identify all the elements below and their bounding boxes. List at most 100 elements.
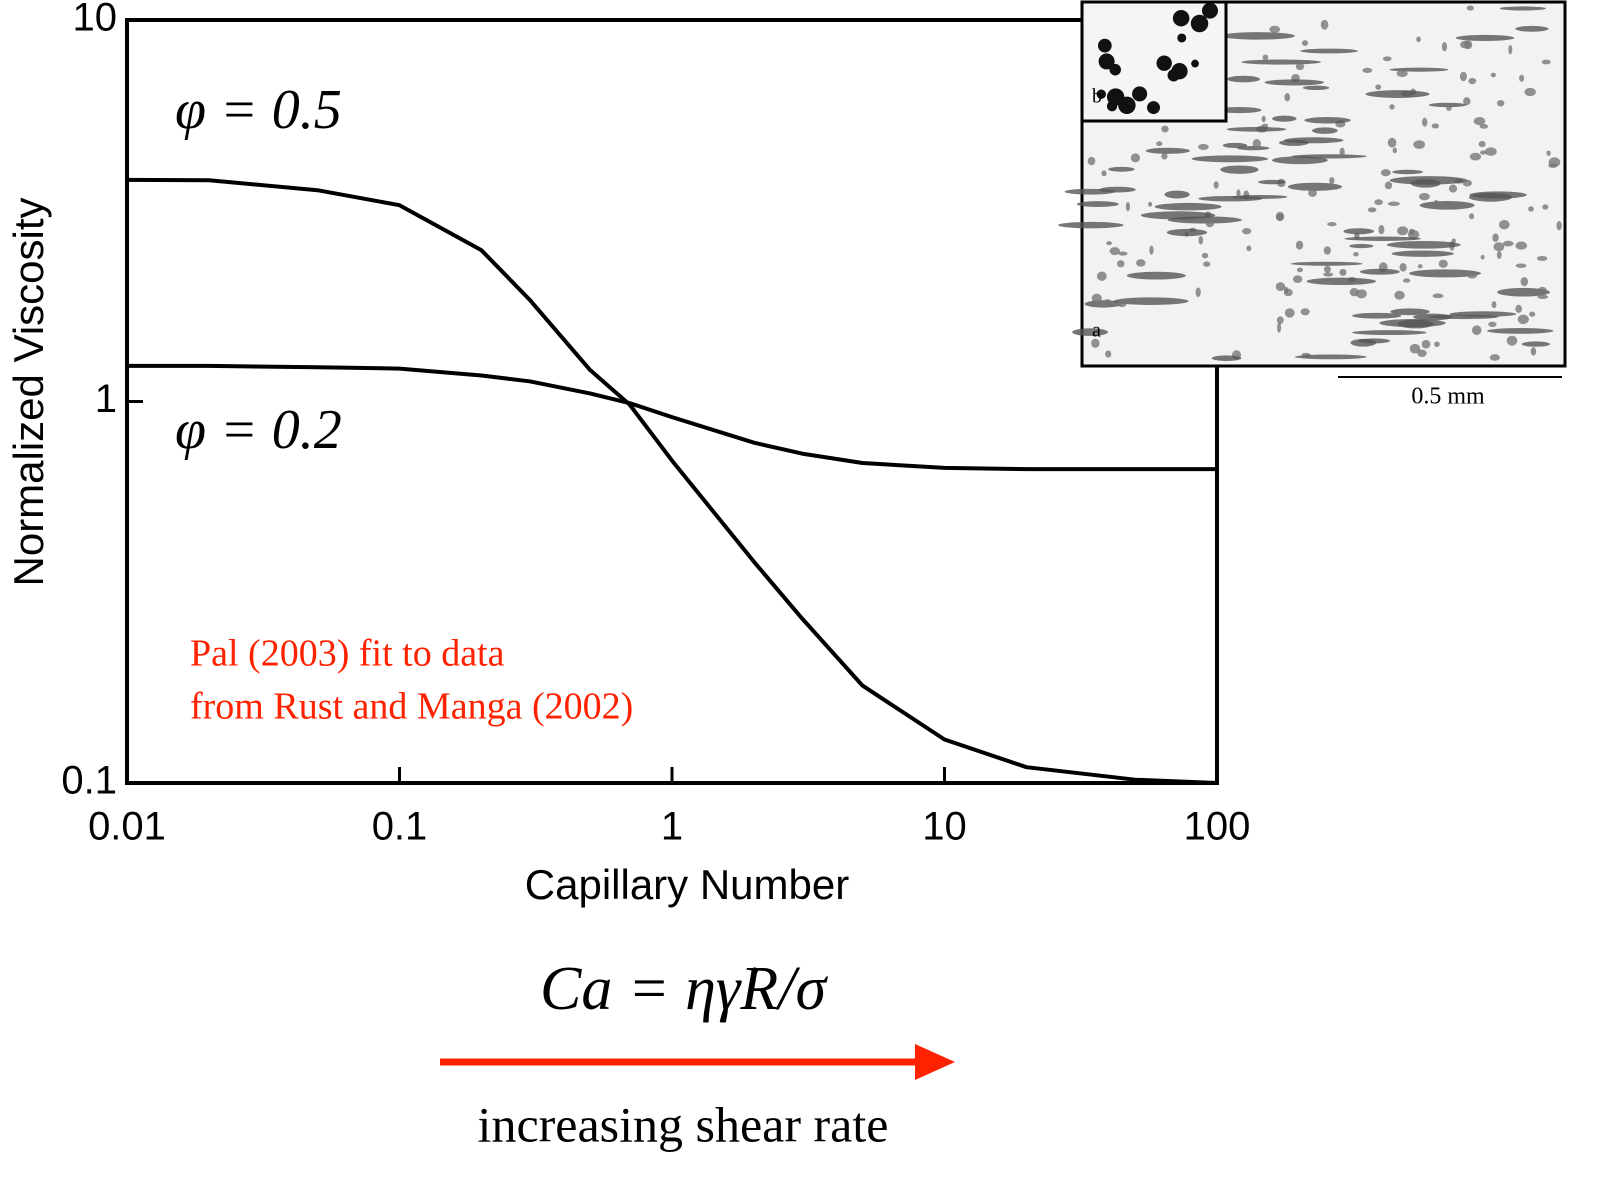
drop [1099, 53, 1115, 69]
drop [1168, 69, 1180, 81]
drop [1352, 313, 1401, 319]
drop [1236, 189, 1240, 197]
drop [1104, 299, 1112, 305]
inset-label: a [1092, 320, 1101, 342]
drop [1147, 101, 1160, 114]
drop [1353, 252, 1359, 256]
drop [1479, 141, 1486, 147]
drop [1349, 244, 1373, 248]
drop [1227, 76, 1260, 83]
drop [1161, 153, 1167, 160]
drop [1118, 251, 1127, 255]
equation: Ca = ηγ̇R/σ [540, 955, 828, 1023]
drop [1366, 90, 1430, 98]
inset-subimage [1082, 2, 1226, 121]
drop [1350, 288, 1359, 296]
drop [1206, 221, 1214, 228]
drop [1518, 315, 1529, 324]
drop [1297, 268, 1303, 273]
drop [1308, 189, 1317, 197]
drop [1397, 70, 1408, 77]
x-tick-label: 1 [661, 805, 683, 849]
drop [1499, 220, 1510, 229]
drop [1223, 143, 1247, 148]
drop [1508, 45, 1512, 54]
drop [1492, 234, 1498, 242]
drop [1392, 170, 1423, 174]
drop [1296, 63, 1304, 70]
drop [1269, 26, 1280, 33]
drop [1463, 97, 1470, 105]
drop [1556, 221, 1561, 230]
drop [1168, 216, 1242, 223]
drop [1221, 32, 1294, 40]
drop [1515, 26, 1548, 32]
drop [1362, 68, 1372, 73]
series-label: φ = 0.2 [175, 399, 342, 461]
drop [1149, 245, 1153, 254]
drop [1390, 176, 1468, 185]
drop [1253, 139, 1261, 148]
drop [1304, 117, 1350, 123]
drop [1469, 213, 1474, 219]
annotation: from Rust and Manga (2002) [190, 686, 633, 728]
drop [1503, 241, 1514, 247]
drop [1521, 277, 1528, 286]
drop [1276, 282, 1285, 291]
drop [1284, 93, 1290, 101]
x-tick-label: 0.01 [88, 805, 166, 849]
drop [1117, 301, 1126, 307]
drop [1302, 40, 1308, 46]
drop [1088, 157, 1096, 165]
drop [1542, 204, 1548, 209]
drop [1285, 80, 1290, 85]
annotation: Pal (2003) fit to data [190, 633, 505, 675]
drop [1339, 269, 1346, 276]
drop [1434, 200, 1439, 206]
drop [1546, 150, 1550, 155]
drop [1467, 6, 1474, 11]
y-axis-label: Normalized Viscosity [5, 197, 52, 586]
drop [1515, 305, 1522, 313]
drop [1202, 3, 1218, 19]
drop [1198, 144, 1209, 150]
drop [1516, 263, 1527, 267]
drop [1161, 126, 1168, 133]
drop [1291, 262, 1363, 266]
drop [1497, 251, 1502, 259]
drop [1288, 183, 1342, 191]
drop [1156, 55, 1171, 70]
drop [1374, 199, 1383, 205]
drop [1485, 147, 1497, 155]
drop [1105, 351, 1111, 358]
drop [1101, 170, 1106, 176]
drop [1276, 214, 1284, 221]
drop [1537, 256, 1547, 261]
drop [1468, 78, 1476, 84]
drop [1393, 148, 1397, 154]
drop [1524, 88, 1535, 96]
drop [1272, 156, 1328, 164]
drop [1399, 263, 1406, 272]
drop [1097, 272, 1107, 281]
drop [1480, 150, 1486, 154]
inset-label: b [1092, 86, 1102, 108]
arrow-head [915, 1044, 955, 1080]
drop [1449, 311, 1516, 317]
caption: increasing shear rate [478, 1096, 889, 1152]
drop [1220, 165, 1258, 173]
drop [1321, 20, 1329, 30]
drop [1397, 226, 1408, 235]
drop [1392, 251, 1454, 257]
drop [1418, 264, 1423, 268]
drop [1126, 202, 1130, 211]
drop [1329, 177, 1334, 184]
drop [1296, 241, 1303, 250]
drop [1420, 201, 1475, 210]
drop [1537, 295, 1548, 299]
drop [1065, 189, 1116, 195]
drop [1108, 167, 1134, 172]
drop [1106, 241, 1112, 245]
drop [1497, 100, 1504, 106]
drop [1263, 54, 1269, 60]
